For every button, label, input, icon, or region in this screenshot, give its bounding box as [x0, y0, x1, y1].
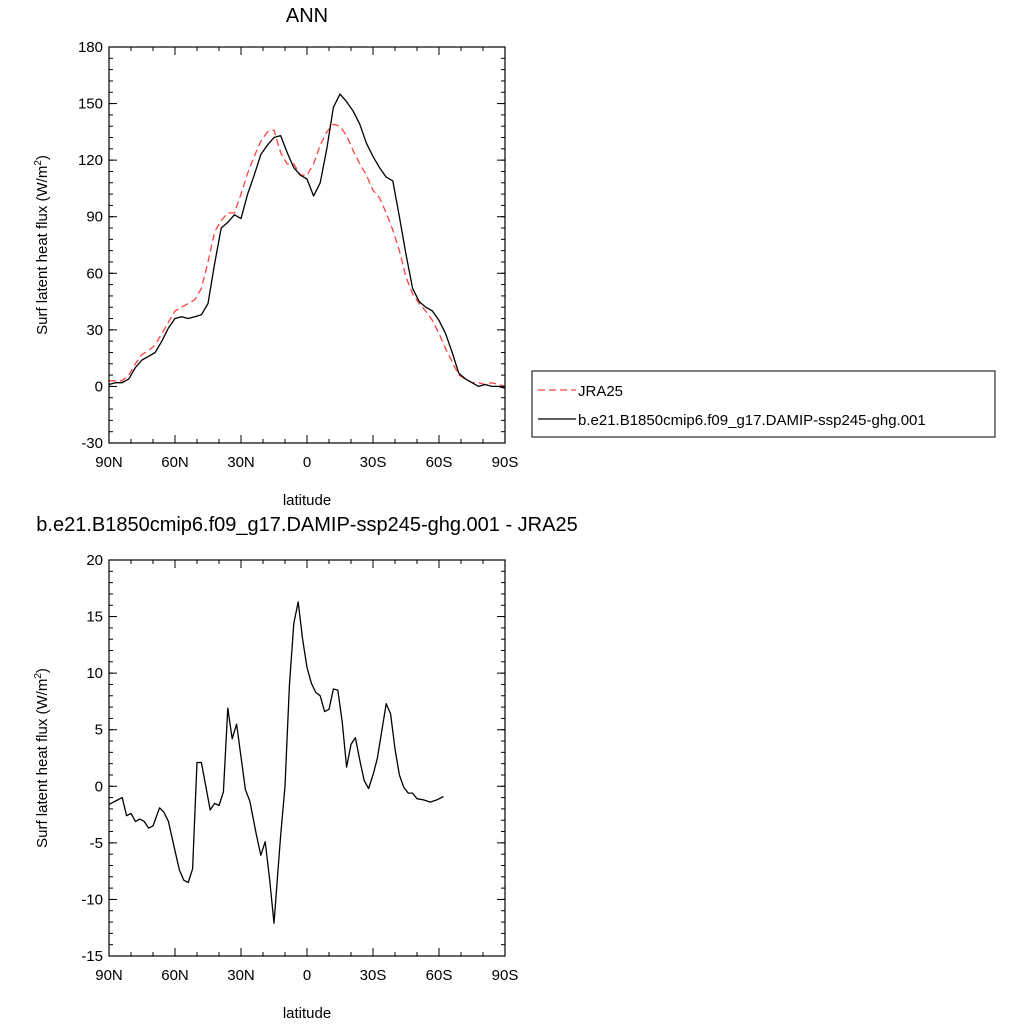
top-y-tick-label: -30 — [81, 435, 103, 452]
bottom-x-tick-label: 60N — [161, 967, 189, 984]
bottom-y-axis-label: Surf latent heat flux (W/m2) — [33, 668, 51, 848]
top-chart-title: ANN — [286, 5, 328, 27]
bottom-chart-title: b.e21.B1850cmip6.f09_g17.DAMIP-ssp245-gh… — [36, 514, 577, 536]
bottom-x-tick-label: 90N — [95, 967, 123, 984]
top-plot-frame — [108, 46, 506, 444]
top-x-tick-label: 90S — [492, 454, 519, 471]
bottom-x-tick-label: 90S — [492, 967, 519, 984]
bottom-y-tick-label: 5 — [95, 722, 103, 739]
top-y-tick-label: 90 — [86, 209, 103, 226]
chart-top: ANN 90N 60N 30N 0 30S 60S 90S -30 0 30 60 90 120 150 1… — [33, 5, 996, 509]
legend-box — [531, 370, 996, 438]
top-x-tick-label: 60S — [426, 454, 453, 471]
legend-label-model: b.e21.B1850cmip6.f09_g17.DAMIP-ssp245-gh… — [578, 412, 926, 429]
bottom-y-tick-label: -10 — [81, 891, 103, 908]
bottom-y-tick-label: 0 — [95, 778, 103, 795]
bottom-x-tick-label: 0 — [303, 967, 311, 984]
bottom-y-tick-label: -5 — [90, 835, 103, 852]
legend-label-jra25: JRA25 — [578, 383, 623, 400]
bottom-plot-frame — [108, 559, 506, 957]
top-x-tick-label: 30N — [227, 454, 255, 471]
top-y-tick-label: 150 — [78, 96, 103, 113]
bottom-x-tick-label: 60S — [426, 967, 453, 984]
top-series-line-0 — [109, 123, 506, 388]
legend: JRA25 b.e21.B1850cmip6.f09_g17.DAMIP-ssp… — [531, 370, 996, 438]
bottom-y-tick-label: 10 — [86, 665, 103, 682]
top-y-axis-label: Surf latent heat flux (W/m2) — [33, 155, 51, 335]
top-y-tick-label: 120 — [78, 152, 103, 169]
top-x-axis-label: latitude — [283, 492, 331, 509]
bottom-series-line-0 — [108, 601, 444, 924]
top-y-tick-label: 30 — [86, 322, 103, 339]
top-y-tick-label: 60 — [86, 265, 103, 282]
top-x-tick-label: 60N — [161, 454, 189, 471]
top-y-tick-label: 180 — [78, 39, 103, 56]
top-y-tick-label: 0 — [95, 378, 103, 395]
bottom-x-axis-label: latitude — [283, 1005, 331, 1022]
bottom-y-tick-label: 20 — [86, 552, 103, 569]
chart-bottom: b.e21.B1850cmip6.f09_g17.DAMIP-ssp245-gh… — [33, 514, 578, 1022]
bottom-y-tick-label: 15 — [86, 609, 103, 626]
top-x-tick-label: 30S — [360, 454, 387, 471]
bottom-y-tick-label: -15 — [81, 948, 103, 965]
top-x-tick-label: 90N — [95, 454, 123, 471]
top-series-line-1 — [108, 93, 506, 389]
bottom-x-tick-label: 30S — [360, 967, 387, 984]
top-x-tick-label: 0 — [303, 454, 311, 471]
bottom-x-tick-label: 30N — [227, 967, 255, 984]
